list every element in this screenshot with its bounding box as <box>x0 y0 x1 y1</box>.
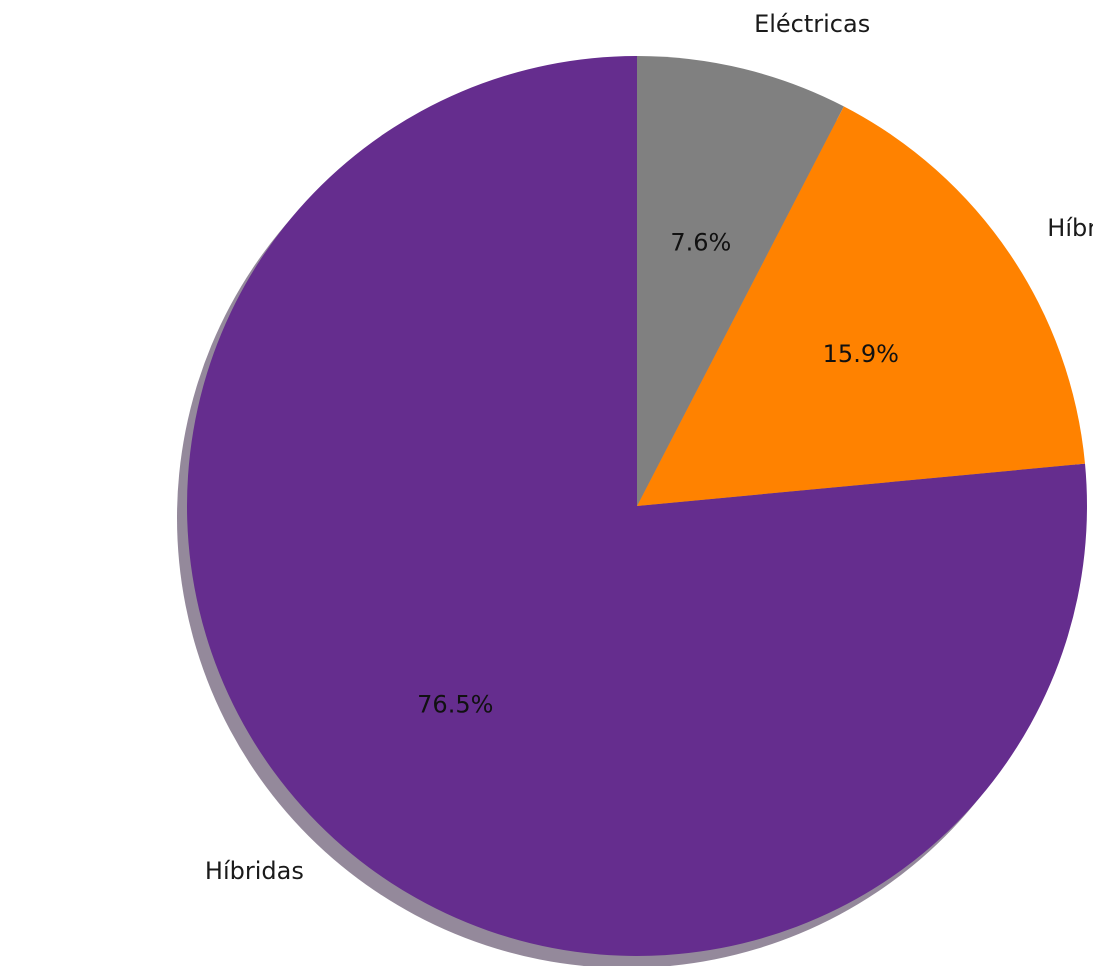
pie-label-hibridas: Híbridas <box>205 857 304 885</box>
pie-pct-electricas: 7.6% <box>670 229 731 257</box>
pie-slice-electricas <box>637 56 844 506</box>
pie-slices <box>187 56 1088 956</box>
pie-label-hibridas-plugin: Híbridas Plugin <box>1047 214 1093 242</box>
pie-label-electricas: Eléctricas <box>754 10 870 38</box>
pie-slice-hibridas <box>187 56 1088 956</box>
pie-labels: Híbridas 76.5% Híbridas Plugin 15.9% Eléctri… <box>205 10 1093 885</box>
pie-pct-hibridas: 76.5% <box>417 691 493 719</box>
pie-pct-hibridas-plugin: 15.9% <box>823 340 899 368</box>
pie-slice-hibridas-plugin <box>637 106 1086 507</box>
